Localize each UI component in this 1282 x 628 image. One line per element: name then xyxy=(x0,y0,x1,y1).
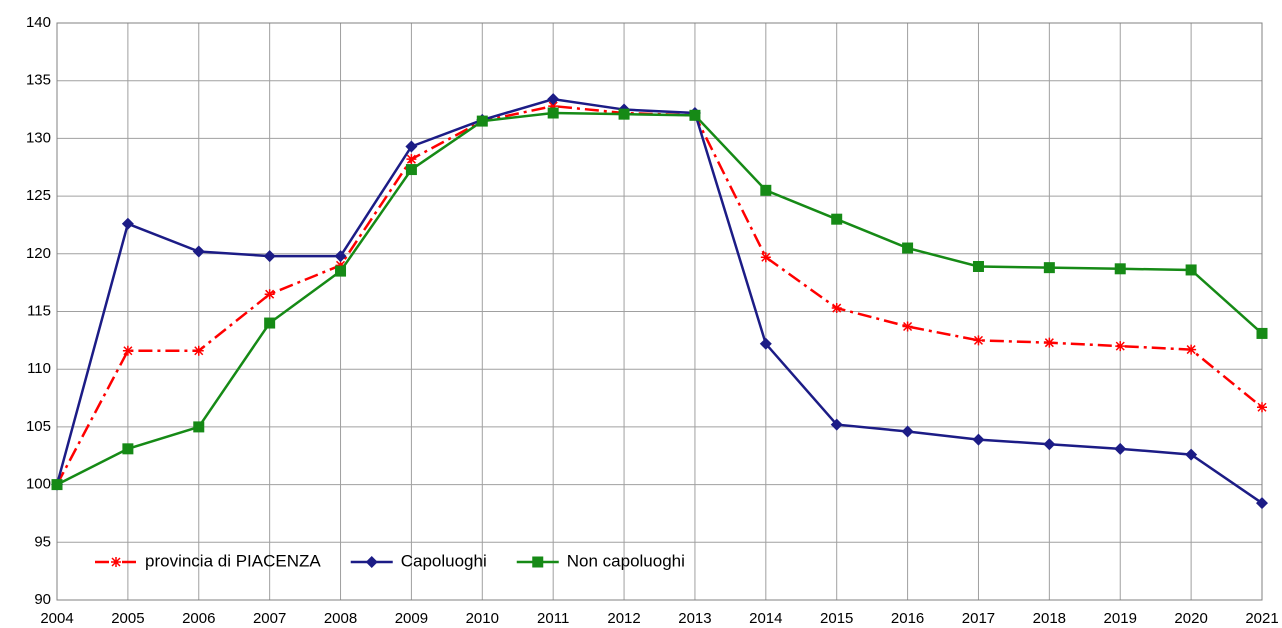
marker xyxy=(193,421,205,433)
marker xyxy=(121,217,134,230)
marker xyxy=(901,425,914,438)
y-tick-label: 135 xyxy=(26,72,51,89)
marker xyxy=(1043,438,1056,451)
marker xyxy=(51,479,63,491)
marker xyxy=(1185,264,1197,276)
y-tick-label: 90 xyxy=(34,591,51,608)
x-tick-label: 2005 xyxy=(111,610,144,627)
y-tick-label: 110 xyxy=(27,360,51,377)
marker xyxy=(831,213,843,225)
x-tick-label: 2019 xyxy=(1104,610,1137,627)
marker xyxy=(1256,327,1268,339)
series-line xyxy=(55,104,1263,486)
marker xyxy=(1186,344,1197,355)
y-tick-label: 100 xyxy=(26,476,51,493)
marker xyxy=(406,154,417,165)
x-tick-label: 2013 xyxy=(678,610,711,627)
series-line xyxy=(56,111,1263,486)
x-tick-label: 2020 xyxy=(1174,610,1207,627)
marker xyxy=(972,260,984,272)
marker xyxy=(760,252,771,263)
marker xyxy=(759,337,772,350)
series-line xyxy=(55,97,1263,505)
y-tick-label: 125 xyxy=(26,187,51,204)
y-tick-label: 130 xyxy=(26,129,51,146)
marker xyxy=(192,245,205,258)
legend-label: provincia di PIACENZA xyxy=(145,551,321,570)
marker xyxy=(547,93,560,106)
marker xyxy=(1185,448,1198,461)
marker xyxy=(405,140,418,153)
plot-frame xyxy=(56,22,1263,601)
marker xyxy=(334,250,347,263)
x-tick-label: 2018 xyxy=(1033,610,1066,627)
x-tick-label: 2010 xyxy=(466,610,499,627)
marker xyxy=(1114,263,1126,275)
y-tick-label: 115 xyxy=(27,302,51,319)
marker xyxy=(335,260,346,271)
marker xyxy=(264,289,275,300)
y-tick-label: 95 xyxy=(34,533,51,550)
x-tick-label: 2014 xyxy=(749,610,782,627)
marker xyxy=(1115,341,1126,352)
legend-label: Non capoluoghi xyxy=(567,551,685,570)
legend-label: Capoluoghi xyxy=(401,551,487,570)
x-tick-label: 2015 xyxy=(820,610,853,627)
marker xyxy=(1257,402,1267,413)
x-tick-label: 2016 xyxy=(891,610,924,627)
marker xyxy=(122,443,134,455)
marker xyxy=(831,303,842,314)
x-tick-label: 2006 xyxy=(182,610,215,627)
marker xyxy=(830,418,843,431)
marker xyxy=(689,109,701,121)
x-tick-label: 2004 xyxy=(40,610,73,627)
marker xyxy=(902,321,913,332)
marker xyxy=(548,101,559,112)
marker xyxy=(1044,337,1055,348)
marker xyxy=(902,242,914,254)
marker xyxy=(1043,262,1055,274)
legend: provincia di PIACENZA Capoluoghi Non capol… xyxy=(95,551,685,570)
marker xyxy=(476,115,488,127)
y-tick-label: 120 xyxy=(26,245,51,262)
marker xyxy=(760,184,772,196)
x-tick-label: 2011 xyxy=(537,610,569,627)
marker xyxy=(122,345,133,356)
marker xyxy=(547,107,559,119)
x-tick-label: 2021 xyxy=(1245,610,1278,627)
x-tick-label: 2007 xyxy=(253,610,286,627)
marker xyxy=(264,317,276,329)
marker xyxy=(973,335,984,346)
marker xyxy=(111,557,121,567)
marker xyxy=(972,433,985,446)
y-tick-label: 105 xyxy=(26,418,51,435)
marker xyxy=(193,345,204,356)
marker xyxy=(618,108,630,120)
x-tick-label: 2009 xyxy=(395,610,428,627)
marker xyxy=(263,250,276,263)
y-tick-label: 140 xyxy=(26,14,51,31)
marker xyxy=(365,556,378,568)
marker xyxy=(335,265,347,277)
marker xyxy=(1114,442,1127,455)
marker xyxy=(1256,497,1268,510)
x-tick-label: 2017 xyxy=(962,610,995,627)
marker xyxy=(405,164,417,176)
marker xyxy=(532,556,544,568)
x-tick-label: 2008 xyxy=(324,610,357,627)
x-tick-label: 2012 xyxy=(607,610,640,627)
